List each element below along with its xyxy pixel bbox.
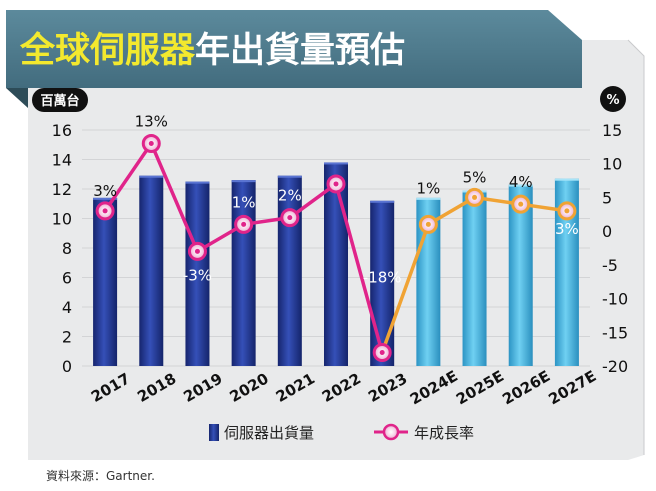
left-axis-tick-label: 14 — [52, 151, 72, 170]
bar-2017 — [93, 197, 118, 366]
left-axis-unit: 百萬台 — [40, 93, 79, 109]
bar-top-highlight — [139, 175, 164, 178]
left-axis-tick-label: 6 — [62, 269, 72, 288]
right-axis-tick-label: -10 — [602, 290, 628, 309]
left-axis-tick-label: 10 — [52, 210, 72, 229]
growth-data-label: 3% — [93, 182, 117, 200]
legend: 伺服器出貨量 年成長率 — [209, 423, 474, 442]
legend-bar-label: 伺服器出貨量 — [224, 424, 314, 442]
bar-top-highlight — [554, 178, 579, 181]
growth-marker-center — [564, 208, 570, 214]
growth-marker-center — [148, 140, 154, 146]
growth-data-label: 1% — [232, 193, 256, 211]
title-banner — [6, 10, 582, 88]
right-axis-unit: % — [606, 93, 619, 108]
growth-marker-center — [194, 248, 200, 254]
bar-top-highlight — [370, 200, 395, 203]
bar-top-highlight — [324, 162, 348, 165]
legend-line-label: 年成長率 — [414, 424, 474, 442]
title-banner-shadow — [6, 84, 28, 108]
growth-marker-center — [333, 181, 339, 187]
right-axis-tick-label: 5 — [602, 188, 612, 207]
bar-top-highlight — [231, 180, 256, 183]
source-note: 資料來源：Gartner. — [46, 469, 155, 483]
bar-top-highlight — [416, 197, 441, 200]
growth-data-label: -3% — [183, 266, 212, 284]
growth-data-label: 1% — [416, 179, 440, 197]
growth-marker-center — [379, 350, 385, 356]
legend-line-marker — [382, 423, 400, 441]
right-axis-tick-label: -15 — [602, 323, 628, 342]
title-rest: 年出貨量預估 — [195, 31, 405, 71]
growth-marker-center — [472, 194, 478, 200]
growth-marker-center — [425, 221, 431, 227]
growth-marker-center — [518, 201, 524, 207]
left-axis-tick-label: 16 — [52, 121, 72, 140]
legend-bar-swatch — [209, 424, 219, 441]
right-axis-unit-badge — [600, 86, 626, 112]
page-title: 全球伺服器年出貨量預估 — [19, 30, 405, 71]
bar-2020 — [231, 180, 256, 366]
bar-2021 — [277, 175, 302, 366]
growth-data-label: -18% — [363, 269, 402, 287]
left-axis-tick-label: 4 — [62, 298, 72, 317]
bar-top-highlight — [508, 184, 533, 187]
left-axis-tick-label: 12 — [52, 180, 72, 199]
growth-data-label: 2% — [278, 187, 302, 205]
growth-line-segment — [334, 182, 384, 355]
right-axis-tick-label: 10 — [602, 155, 622, 174]
growth-data-label: 3% — [555, 220, 579, 238]
bar-2019 — [185, 181, 210, 366]
growth-data-label: 13% — [135, 112, 168, 130]
growth-data-label: 4% — [509, 173, 533, 191]
left-axis-tick-label: 2 — [62, 328, 72, 347]
left-axis-unit-badge — [32, 88, 88, 112]
left-axis-tick-label: 0 — [62, 357, 72, 376]
bar-2022 — [324, 162, 348, 366]
bar-2026E — [508, 184, 533, 366]
growth-marker-center — [102, 208, 108, 214]
growth-line-segment — [149, 141, 200, 254]
left-axis-tick-label: 8 — [62, 239, 72, 258]
bar-2023 — [370, 200, 395, 366]
title-highlight: 全球伺服器 — [19, 30, 196, 71]
right-axis-tick-label: 0 — [602, 222, 612, 241]
growth-line-segment — [288, 182, 338, 220]
bar-top-highlight — [277, 175, 302, 178]
bar-2025E — [462, 190, 487, 366]
growth-line-segment — [103, 141, 154, 213]
growth-data-label: 5% — [463, 168, 487, 186]
right-axis-tick-label: -5 — [602, 256, 618, 275]
bar-top-highlight — [185, 181, 210, 184]
bar-2018 — [139, 175, 164, 366]
right-axis-tick-label: -20 — [602, 357, 628, 376]
growth-marker-center — [287, 215, 293, 221]
growth-line-segment — [380, 222, 431, 355]
bar-top-highlight — [93, 197, 118, 200]
right-axis-tick-label: 15 — [602, 121, 622, 140]
panel-edge — [627, 39, 645, 455]
growth-marker-center — [241, 221, 247, 227]
